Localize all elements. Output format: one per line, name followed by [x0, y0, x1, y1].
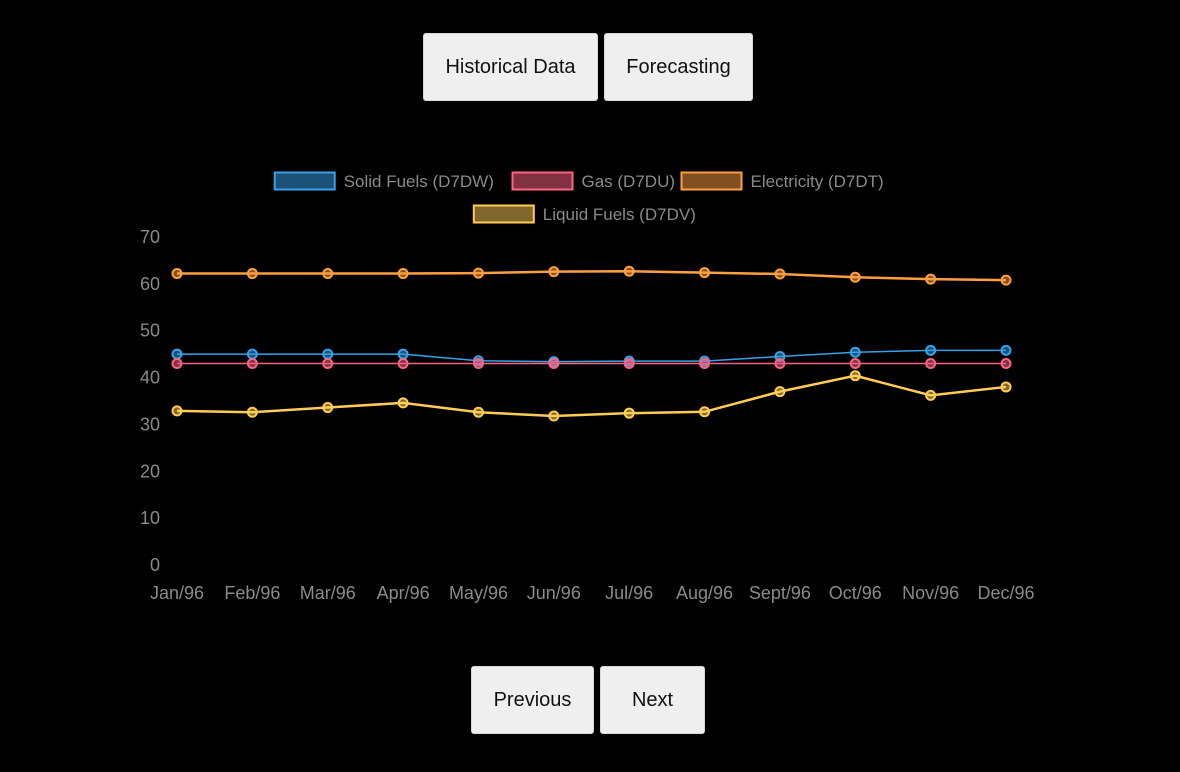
legend-swatch	[472, 204, 535, 224]
legend-label: Liquid Fuels (D7DV)	[543, 205, 696, 224]
y-tick-label: 0	[150, 555, 160, 575]
line-chart: Solid Fuels (D7DW) Gas (D7DU) Electricity …	[140, 171, 1035, 603]
legend-label: Solid Fuels (D7DW)	[344, 172, 494, 191]
data-point	[623, 265, 635, 277]
data-point	[1000, 344, 1012, 356]
series-3	[171, 370, 1012, 422]
data-point	[322, 358, 334, 370]
y-tick-label: 30	[140, 414, 160, 434]
data-point	[171, 405, 183, 417]
legend-item: Gas (D7DU)	[511, 171, 676, 191]
data-point	[171, 268, 183, 280]
data-point	[774, 358, 786, 370]
x-tick-label: Jan/96	[150, 583, 204, 603]
data-point	[925, 358, 937, 370]
data-point	[849, 358, 861, 370]
y-axis: 0 10 20 30 40 50 60 70	[140, 227, 160, 575]
data-point	[171, 358, 183, 370]
legend-item: Solid Fuels (D7DW)	[273, 171, 494, 191]
data-point	[246, 268, 258, 280]
series-0	[171, 344, 1012, 368]
data-point	[1000, 274, 1012, 286]
data-point	[925, 389, 937, 401]
y-tick-label: 60	[140, 274, 160, 294]
legend-swatch	[680, 171, 743, 191]
next-button[interactable]: Next	[600, 666, 705, 734]
series-line	[177, 269, 1007, 282]
data-point	[472, 406, 484, 418]
x-tick-label: Aug/96	[676, 583, 733, 603]
y-tick-label: 70	[140, 227, 160, 247]
data-point	[774, 268, 786, 280]
legend-item: Electricity (D7DT)	[680, 171, 884, 191]
previous-button[interactable]: Previous	[471, 666, 594, 734]
y-tick-label: 20	[140, 461, 160, 481]
data-point	[472, 358, 484, 370]
chart-legend: Solid Fuels (D7DW) Gas (D7DU) Electricity …	[273, 171, 884, 224]
x-tick-label: Sept/96	[749, 583, 811, 603]
x-tick-label: Dec/96	[977, 583, 1034, 603]
legend-label: Electricity (D7DT)	[751, 172, 884, 191]
data-point	[246, 348, 258, 360]
series-1	[171, 358, 1012, 370]
data-point	[548, 410, 560, 422]
x-tick-label: Mar/96	[300, 583, 356, 603]
data-point	[699, 358, 711, 370]
data-point	[397, 397, 409, 409]
x-tick-label: Apr/96	[377, 583, 430, 603]
data-point	[548, 358, 560, 370]
historical-data-button[interactable]: Historical Data	[423, 33, 598, 101]
legend-item: Liquid Fuels (D7DV)	[472, 204, 696, 224]
x-tick-label: Feb/96	[224, 583, 280, 603]
legend-swatch	[273, 171, 336, 191]
data-point	[623, 407, 635, 419]
x-tick-label: Jun/96	[527, 583, 581, 603]
data-point	[397, 268, 409, 280]
y-tick-label: 10	[140, 508, 160, 528]
y-tick-label: 50	[140, 321, 160, 341]
data-point	[699, 406, 711, 418]
data-point	[322, 402, 334, 414]
series-line	[177, 349, 1006, 363]
forecasting-button[interactable]: Forecasting	[604, 33, 753, 101]
x-axis: Jan/96 Feb/96 Mar/96 Apr/96 May/96 Jun/96 Jul/…	[150, 583, 1035, 603]
data-point	[849, 271, 861, 283]
data-point	[472, 267, 484, 279]
data-point	[1000, 381, 1012, 393]
x-tick-label: Jul/96	[605, 583, 653, 603]
data-point	[397, 358, 409, 370]
chart-series	[171, 265, 1012, 422]
data-point	[925, 273, 937, 285]
data-point	[849, 346, 861, 358]
data-point	[322, 268, 334, 280]
data-point	[171, 348, 183, 360]
x-tick-label: Oct/96	[829, 583, 882, 603]
data-point	[699, 267, 711, 279]
data-point	[623, 358, 635, 370]
series-line	[176, 374, 1007, 418]
data-point	[925, 344, 937, 356]
data-point	[246, 358, 258, 370]
legend-label: Gas (D7DU)	[582, 172, 676, 191]
y-tick-label: 40	[140, 368, 160, 388]
data-point	[1000, 358, 1012, 370]
data-point	[774, 386, 786, 398]
data-point	[548, 266, 560, 278]
data-point	[322, 348, 334, 360]
data-point	[397, 348, 409, 360]
x-tick-label: Nov/96	[902, 583, 959, 603]
data-point	[246, 406, 258, 418]
x-tick-label: May/96	[449, 583, 508, 603]
data-point	[849, 370, 861, 382]
legend-swatch	[511, 171, 574, 191]
series-2	[171, 265, 1012, 286]
